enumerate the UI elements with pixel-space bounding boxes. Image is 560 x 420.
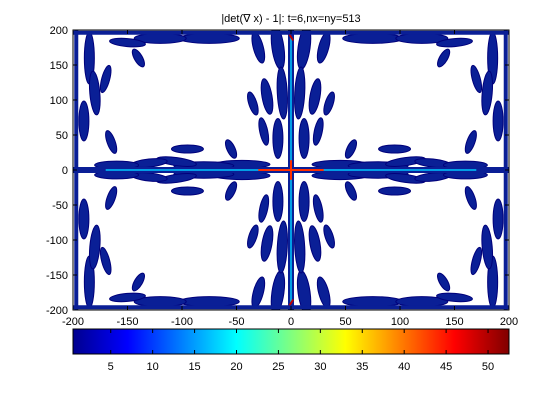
contour-blob [276,66,288,120]
contour-blob [470,246,483,276]
x-tick-label: -150 [116,316,138,328]
contour-blob [436,292,473,303]
contour-blob [308,78,322,115]
contour-blob [294,220,306,274]
contour-blob [131,272,145,292]
contour-blob [260,225,274,262]
contour-blob [109,292,146,303]
colorbar-tick-label: 30 [314,361,326,373]
contour-blob [178,32,240,44]
colorbar [72,328,510,355]
colorbar-tick-label: 20 [230,361,242,373]
contour-blob [437,272,451,292]
x-tick-label: 150 [445,316,463,328]
x-tick-label: 200 [500,316,518,328]
contour-blob [258,194,270,223]
contour-blob [78,198,90,240]
contour-blob [99,246,112,276]
contour-blob [437,48,451,68]
contour-blob [272,118,284,159]
y-tick-label: -200 [46,305,68,317]
contour-blob [344,139,358,159]
contour-blob [342,32,404,44]
contour-blob [294,66,306,120]
colorbar-tick-label: 5 [108,361,114,373]
contour-blob [312,194,324,223]
contour-blob [224,139,238,159]
contour-blob [105,130,118,154]
colorbar-tick-label: 15 [188,361,200,373]
contour-blob [378,186,412,196]
y-axis: 200 150 100 50 0 -50 -100 -150 -200 [46,25,509,317]
contour-blob [344,181,358,201]
contour-blob [170,186,204,196]
contour-blob [470,64,483,94]
contour-blob [247,91,259,116]
x-tick-label: 50 [339,316,351,328]
contour-regions [73,30,509,310]
contour-blob [323,224,335,249]
contour-blob [464,186,477,210]
contour-blob [298,181,310,222]
contour-blob [224,181,238,201]
contour-blob [378,144,412,154]
contour-blob [247,224,259,249]
y-tick-label: -50 [52,200,68,212]
x-tick-label: 100 [391,316,409,328]
contour-blob [312,117,324,146]
contour-blob [464,130,477,154]
contour-blob [342,296,404,308]
x-tick-label: -50 [229,316,245,328]
contour-blob [105,186,118,210]
y-tick-label: 0 [62,165,68,177]
colorbar-tick-label: 50 [482,361,494,373]
y-tick-label: 100 [50,95,68,107]
contour-blob [178,296,240,308]
colorbar-tick-label: 10 [147,361,159,373]
contour-blob [99,64,112,94]
y-tick-label: 200 [50,25,68,37]
x-axis: -200 -150 -100 -50 0 50 100 150 200 [62,30,518,328]
contour-blob [436,37,473,48]
contour-blob [170,144,204,154]
contour-blob [88,70,101,116]
contour-blob [109,37,146,48]
contour-blob [88,224,101,270]
colorbar-ticks: 5 10 15 20 25 30 35 40 45 50 [108,329,494,373]
contour-blob [492,100,504,142]
colorbar-tick-label: 25 [272,361,284,373]
contour-blob [78,100,90,142]
contour-blob [308,225,322,262]
contour-blob [481,224,494,270]
x-tick-label: -100 [171,316,193,328]
y-tick-label: 50 [56,130,68,142]
y-tick-label: -100 [46,235,68,247]
contour-blob [260,78,274,115]
contour-blob [272,181,284,222]
contour-blob [481,70,494,116]
y-tick-label: -150 [46,270,68,282]
contour-blob [131,48,145,68]
contour-blob [276,220,288,274]
colorbar-tick-label: 35 [356,361,368,373]
contour-blob [492,198,504,240]
contour-blob [298,118,310,159]
contour-blob [258,117,270,146]
chart-title: |det(∇ x) - 1|: t=6,nx=ny=513 [221,13,360,25]
x-tick-label: -200 [62,316,84,328]
y-tick-label: 150 [50,60,68,72]
x-tick-label: 0 [288,316,294,328]
contour-blob [323,91,335,116]
colorbar-tick-label: 40 [398,361,410,373]
colorbar-tick-label: 45 [440,361,452,373]
plot-area [73,30,509,310]
